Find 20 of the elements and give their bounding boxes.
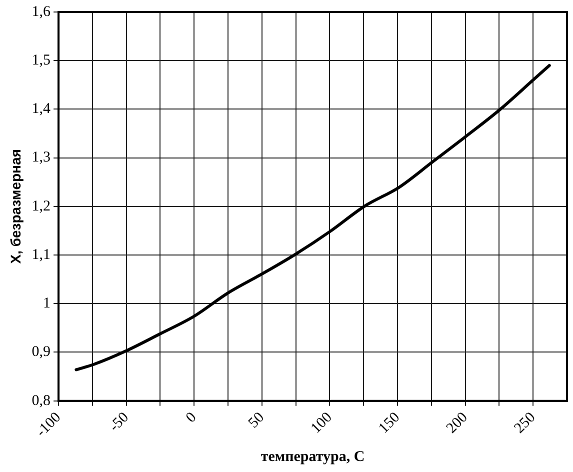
y-tick-label: 0,9 bbox=[32, 344, 51, 360]
y-axis-title: X, безразмерная bbox=[7, 149, 24, 264]
y-tick-label: 1,1 bbox=[32, 246, 51, 263]
y-tick-label: 0,8 bbox=[32, 392, 51, 409]
y-tick-label: 1,3 bbox=[32, 150, 51, 166]
x-tick-label: -100 bbox=[33, 409, 64, 440]
x-tick-label: 150 bbox=[376, 409, 404, 437]
x-tick-label: 200 bbox=[444, 409, 471, 437]
x-tick-label: 250 bbox=[511, 409, 539, 437]
y-tick-label: 1 bbox=[43, 296, 51, 312]
y-tick-label: 1,4 bbox=[32, 101, 52, 118]
y-tick-label: 1,6 bbox=[32, 4, 52, 20]
x-axis-title: температура, С bbox=[260, 448, 365, 465]
x-tick-label: 50 bbox=[246, 409, 268, 432]
y-tick-label: 1,5 bbox=[32, 52, 51, 69]
x-tick-label: 0 bbox=[183, 409, 200, 426]
x-tick-label: -50 bbox=[106, 409, 132, 435]
y-tick-label: 1,2 bbox=[32, 198, 51, 214]
line-series bbox=[74, 64, 551, 372]
x-tick-label: 100 bbox=[308, 409, 336, 437]
